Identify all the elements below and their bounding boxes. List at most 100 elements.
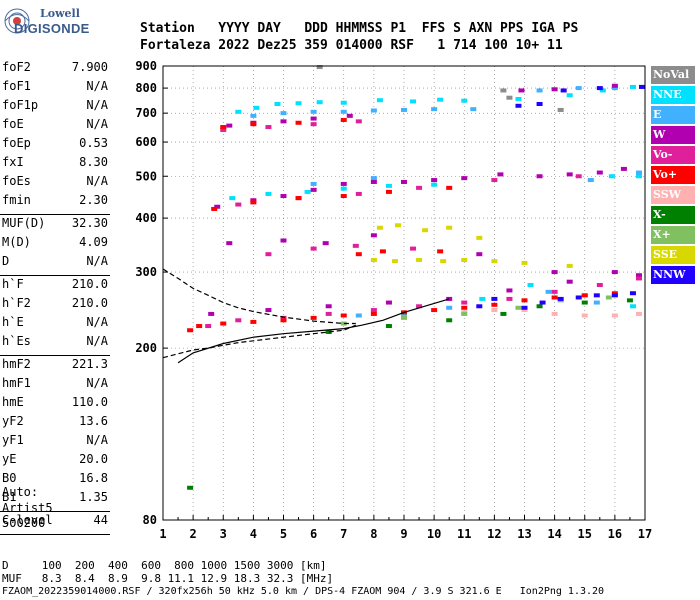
echo-point: [211, 206, 218, 211]
y-tick-label: 600: [135, 135, 157, 149]
echo-point: [605, 295, 612, 300]
antenna-icon: [4, 8, 30, 34]
profile-curves: [162, 268, 450, 364]
param-name: h`F: [2, 277, 24, 291]
param-value: 210.0: [71, 296, 108, 310]
echo-point: [416, 304, 423, 309]
echo-point: [376, 225, 383, 230]
echo-point: [401, 107, 407, 112]
param-row: hmF2 221.3: [0, 357, 110, 376]
param-row: foF1p N/A: [0, 98, 110, 117]
echo-point: [431, 308, 438, 313]
y-tick-label: 80: [143, 513, 157, 527]
echo-point: [304, 189, 311, 194]
echo-point: [470, 107, 477, 112]
echo-point: [527, 283, 534, 288]
echo-point: [461, 300, 468, 305]
param-name: fmin: [2, 193, 31, 207]
echo-point: [196, 324, 203, 329]
echo-point: [346, 113, 353, 118]
profile-dashed-upper-curve: [162, 268, 356, 325]
param-name: fxI: [2, 155, 24, 169]
legend-item: SSE: [651, 246, 695, 264]
echo-point: [310, 315, 317, 320]
echo-point: [280, 194, 287, 199]
param-value: N/A: [86, 334, 108, 348]
param-row: foE N/A: [0, 117, 110, 136]
echo-point: [461, 176, 468, 181]
x-tick-label: 8: [370, 527, 377, 541]
echo-point: [500, 311, 507, 316]
echo-point: [500, 88, 507, 93]
echo-point: [280, 119, 287, 124]
x-tick-label: 1: [159, 527, 166, 541]
param-name: D: [2, 254, 10, 268]
echo-point: [440, 259, 447, 264]
echo-point: [250, 113, 257, 118]
param-row: foF1 N/A: [0, 79, 110, 98]
param-separator: [0, 511, 110, 512]
echo-point: [479, 296, 486, 301]
x-tick-label: 5: [280, 527, 287, 541]
echo-point: [250, 198, 257, 203]
echo-point: [265, 308, 272, 313]
profile-dashed-lower-curve: [162, 324, 357, 359]
echo-point: [370, 108, 377, 113]
param-row: foEs N/A: [0, 174, 110, 193]
param-value: N/A: [86, 117, 108, 131]
echo-point: [461, 311, 468, 316]
echo-point: [536, 304, 543, 309]
echo-point: [611, 86, 618, 91]
echo-point: [401, 179, 407, 184]
echo-point: [226, 241, 233, 246]
echo-point: [551, 311, 558, 316]
echo-point: [566, 172, 573, 177]
echo-point: [596, 283, 603, 288]
echo-point: [491, 302, 498, 307]
echo-point: [226, 123, 233, 128]
echo-point: [461, 305, 468, 310]
param-value: 7.900: [71, 60, 108, 74]
echo-point: [521, 305, 528, 310]
echo-point: [385, 183, 392, 188]
x-tick-label: 6: [310, 527, 317, 541]
echo-point: [340, 313, 347, 318]
param-value: 16.8: [79, 471, 108, 485]
echo-point: [325, 311, 332, 316]
param-value: N/A: [86, 98, 108, 112]
param-value: 2.30: [79, 193, 108, 207]
echo-point: [608, 174, 615, 179]
echo-point: [557, 296, 564, 301]
y-tick-label: 400: [135, 211, 157, 225]
echo-point: [280, 318, 287, 323]
echo-point: [581, 313, 588, 318]
echo-point: [476, 235, 483, 240]
echo-point: [446, 225, 453, 230]
x-tick-label: 17: [638, 527, 652, 541]
x-tick-label: 15: [578, 527, 592, 541]
echo-point: [355, 252, 362, 257]
echo-point: [536, 88, 543, 93]
echo-point: [352, 243, 359, 248]
y-tick-label: 700: [135, 106, 157, 120]
echo-point: [250, 122, 257, 127]
echo-point: [310, 181, 317, 186]
echo-point: [265, 252, 272, 257]
x-tick-label: 16: [608, 527, 622, 541]
echo-point: [431, 178, 438, 183]
auto-artist: Artist5: [2, 501, 53, 515]
echo-point: [325, 304, 332, 309]
legend-item: W: [651, 126, 695, 144]
echo-point: [370, 179, 377, 184]
echo-point: [551, 87, 558, 92]
echo-point: [560, 88, 567, 93]
echo-point: [506, 288, 513, 293]
param-name: foEp: [2, 136, 31, 150]
footer-file-info: FZAOM_2022359014000.RSF / 320fx256h 50 k…: [2, 586, 605, 597]
echo-point: [370, 176, 377, 181]
echo-point: [593, 293, 600, 298]
echo-point: [491, 308, 498, 313]
echo-point: [310, 187, 317, 192]
echo-point: [581, 293, 588, 298]
